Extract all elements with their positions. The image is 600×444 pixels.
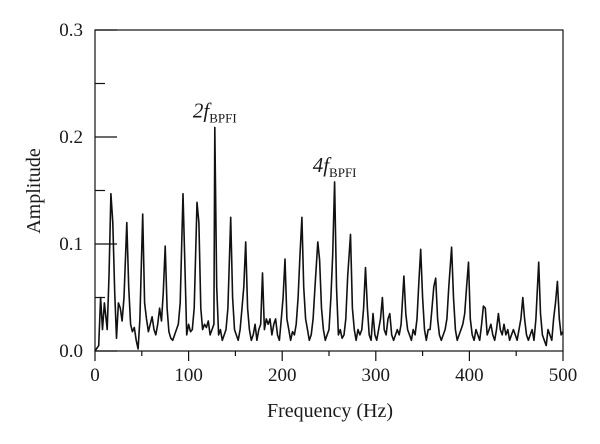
annotation-layer: 2fBPFI 4fBPFI xyxy=(193,98,357,180)
y-tick-label: 0.2 xyxy=(59,127,83,148)
y-tick-label: 0.0 xyxy=(59,341,83,362)
x-tick-label: 400 xyxy=(455,365,484,386)
x-tick-label: 100 xyxy=(174,365,203,386)
x-tick-label: 0 xyxy=(90,365,100,386)
x-axis-title: Frequency (Hz) xyxy=(267,400,393,422)
y-tick-label: 0.1 xyxy=(59,234,83,255)
plot-border xyxy=(94,29,564,352)
spectrum-line xyxy=(94,126,564,352)
x-tick-label: 300 xyxy=(362,365,391,386)
y-axis-title: Amplitude xyxy=(23,148,45,234)
peak-annotation: 2fBPFI xyxy=(193,98,237,125)
series-layer xyxy=(94,126,564,352)
peak-annotation: 4fBPFI xyxy=(313,153,357,180)
plot-frame xyxy=(94,29,564,352)
y-tick-label: 0.3 xyxy=(59,20,83,41)
x-tick-label: 200 xyxy=(268,365,297,386)
x-tick-label: 500 xyxy=(549,365,578,386)
x-axis-ticks: 0 100 200 300 400 500 xyxy=(90,351,577,386)
